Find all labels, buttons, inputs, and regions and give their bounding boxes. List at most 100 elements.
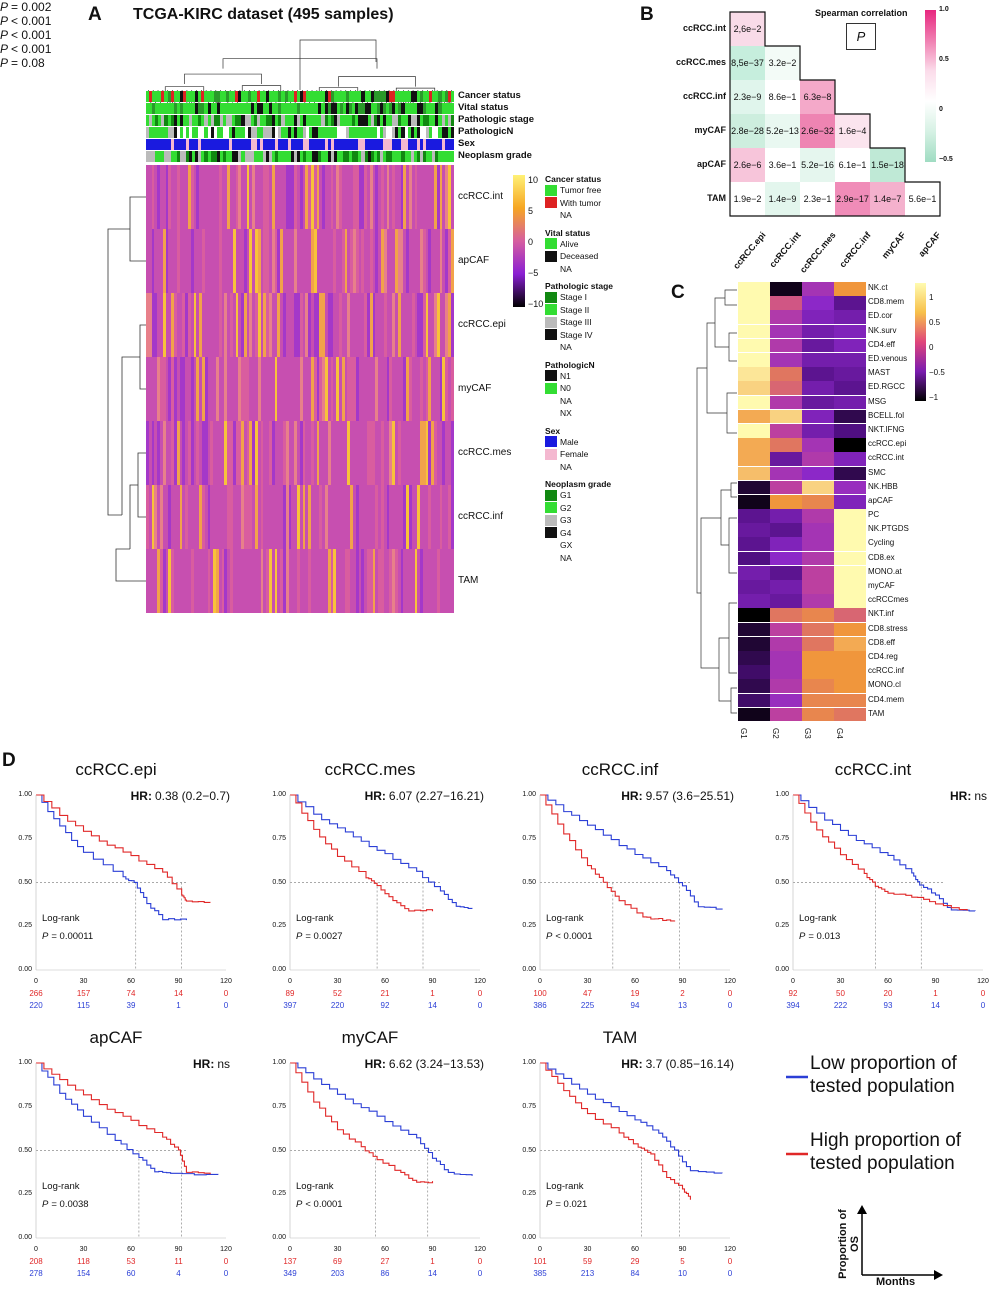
- annotation-cell: [379, 127, 384, 138]
- heatmap-cell: [185, 357, 188, 421]
- heatmap-cell: [338, 357, 342, 421]
- heatmap-cell: [313, 485, 317, 549]
- x-tick: 30: [583, 1246, 592, 1253]
- annotation-cell: [179, 103, 183, 114]
- grade-scale-tick: −0.5: [929, 368, 945, 377]
- scale-tick: −5: [528, 268, 539, 278]
- heatmap-cell: [171, 229, 174, 293]
- heatmap-cell: [372, 293, 376, 357]
- annotation-cell: [395, 127, 399, 138]
- annotation-cell: [355, 103, 359, 114]
- heatmap-cell: [333, 485, 337, 549]
- heatmap-cell: [313, 165, 317, 229]
- y-tick: 1.00: [522, 791, 536, 798]
- heatmap-cell: [330, 421, 334, 485]
- annotation-cell: [216, 103, 220, 114]
- heatmap-cell: [148, 485, 152, 549]
- annotation-cell: [299, 91, 303, 102]
- heatmap-cell: [325, 549, 328, 613]
- annotation-cell: [373, 151, 377, 162]
- heatmap-cell: [165, 165, 169, 229]
- dendro-link: [724, 289, 737, 306]
- grade-cell: [834, 665, 866, 679]
- heatmap-cell: [403, 293, 407, 357]
- annotation-cell: [216, 127, 220, 138]
- annotation-cell: [392, 127, 396, 138]
- heatmap-cell: [352, 357, 356, 421]
- heatmap-cell: [263, 549, 267, 613]
- heatmap-cell: [442, 229, 446, 293]
- annotation-row-0: [146, 91, 454, 102]
- risk-low: 0: [477, 1001, 483, 1010]
- heatmap-row-label: ccRCC.mes: [458, 447, 512, 458]
- annotation-cell: [373, 103, 377, 114]
- heatmap-cell: [394, 293, 398, 357]
- risk-high: 19: [630, 989, 640, 998]
- legend-item-label: NA: [560, 461, 572, 472]
- heatmap-cell: [316, 485, 320, 549]
- heatmap-cell: [383, 549, 387, 613]
- annotation-cell: [269, 103, 273, 114]
- heatmap-cell: [260, 549, 264, 613]
- grade-row-label: MAST: [868, 368, 891, 378]
- heatmap-cell: [325, 421, 328, 485]
- heatmap-cell: [257, 229, 261, 293]
- heatmap-cell: [280, 549, 284, 613]
- annotation-cell: [379, 91, 384, 102]
- heatmap-cell: [408, 549, 412, 613]
- legend-item: G4: [545, 527, 645, 540]
- grade-cell: [770, 608, 802, 623]
- heatmap-cell: [227, 229, 230, 293]
- annotation-cell: [410, 115, 414, 126]
- high-curve: [36, 794, 211, 904]
- annotation-cell: [213, 151, 217, 162]
- heatmap-cell: [344, 485, 348, 549]
- grade-cell: [834, 480, 866, 495]
- annotation-cell: [158, 151, 162, 162]
- heatmap-cell: [224, 229, 228, 293]
- heatmap-cell: [305, 421, 309, 485]
- y-tick: 1.00: [272, 1059, 286, 1066]
- annotation-cell: [327, 127, 331, 138]
- grade-cell: [738, 466, 770, 481]
- annotation-cell: [278, 139, 282, 150]
- annotation-cell: [364, 91, 368, 102]
- heatmap-cell: [338, 421, 342, 485]
- annotation-cell: [358, 139, 362, 150]
- annotation-cell: [441, 103, 445, 114]
- grade-cell: [834, 310, 866, 325]
- annotation-cell: [315, 115, 319, 126]
- heatmap-cell: [366, 165, 370, 229]
- legend-swatch: [545, 329, 557, 341]
- log-rank-label: Log-rank: [296, 1181, 334, 1192]
- annotation-cell: [447, 115, 451, 126]
- heatmap-cell: [201, 229, 205, 293]
- annotation-cell: [401, 139, 405, 150]
- heatmap-cell: [280, 229, 284, 293]
- legend-swatch: [545, 197, 557, 209]
- annotation-cell: [401, 91, 405, 102]
- heatmap-cell: [280, 485, 284, 549]
- annotation-cell: [318, 151, 322, 162]
- heatmap-cell: [313, 229, 317, 293]
- annotation-cell: [189, 115, 193, 126]
- grade-cell: [802, 693, 834, 708]
- heatmap-cell: [252, 485, 256, 549]
- annotation-cell: [269, 115, 273, 126]
- annotation-cell: [284, 151, 288, 162]
- heatmap-cell: [403, 549, 407, 613]
- annotation-cell: [379, 151, 384, 162]
- grade-row-label: ccRCC.inf: [868, 666, 905, 676]
- heatmap-cell: [168, 165, 172, 229]
- annotation-cell: [435, 115, 439, 126]
- heatmap-cell: [341, 485, 345, 549]
- heatmap-cell: [344, 421, 348, 485]
- annotation-cell: [152, 151, 156, 162]
- heatmap-cell: [436, 485, 440, 549]
- annotation-cell: [284, 103, 288, 114]
- heatmap-cell: [246, 165, 250, 229]
- annotation-cell: [253, 103, 257, 114]
- heatmap-cell: [235, 229, 239, 293]
- annotation-label: Cancer status: [458, 90, 521, 101]
- grade-cell: [770, 310, 802, 325]
